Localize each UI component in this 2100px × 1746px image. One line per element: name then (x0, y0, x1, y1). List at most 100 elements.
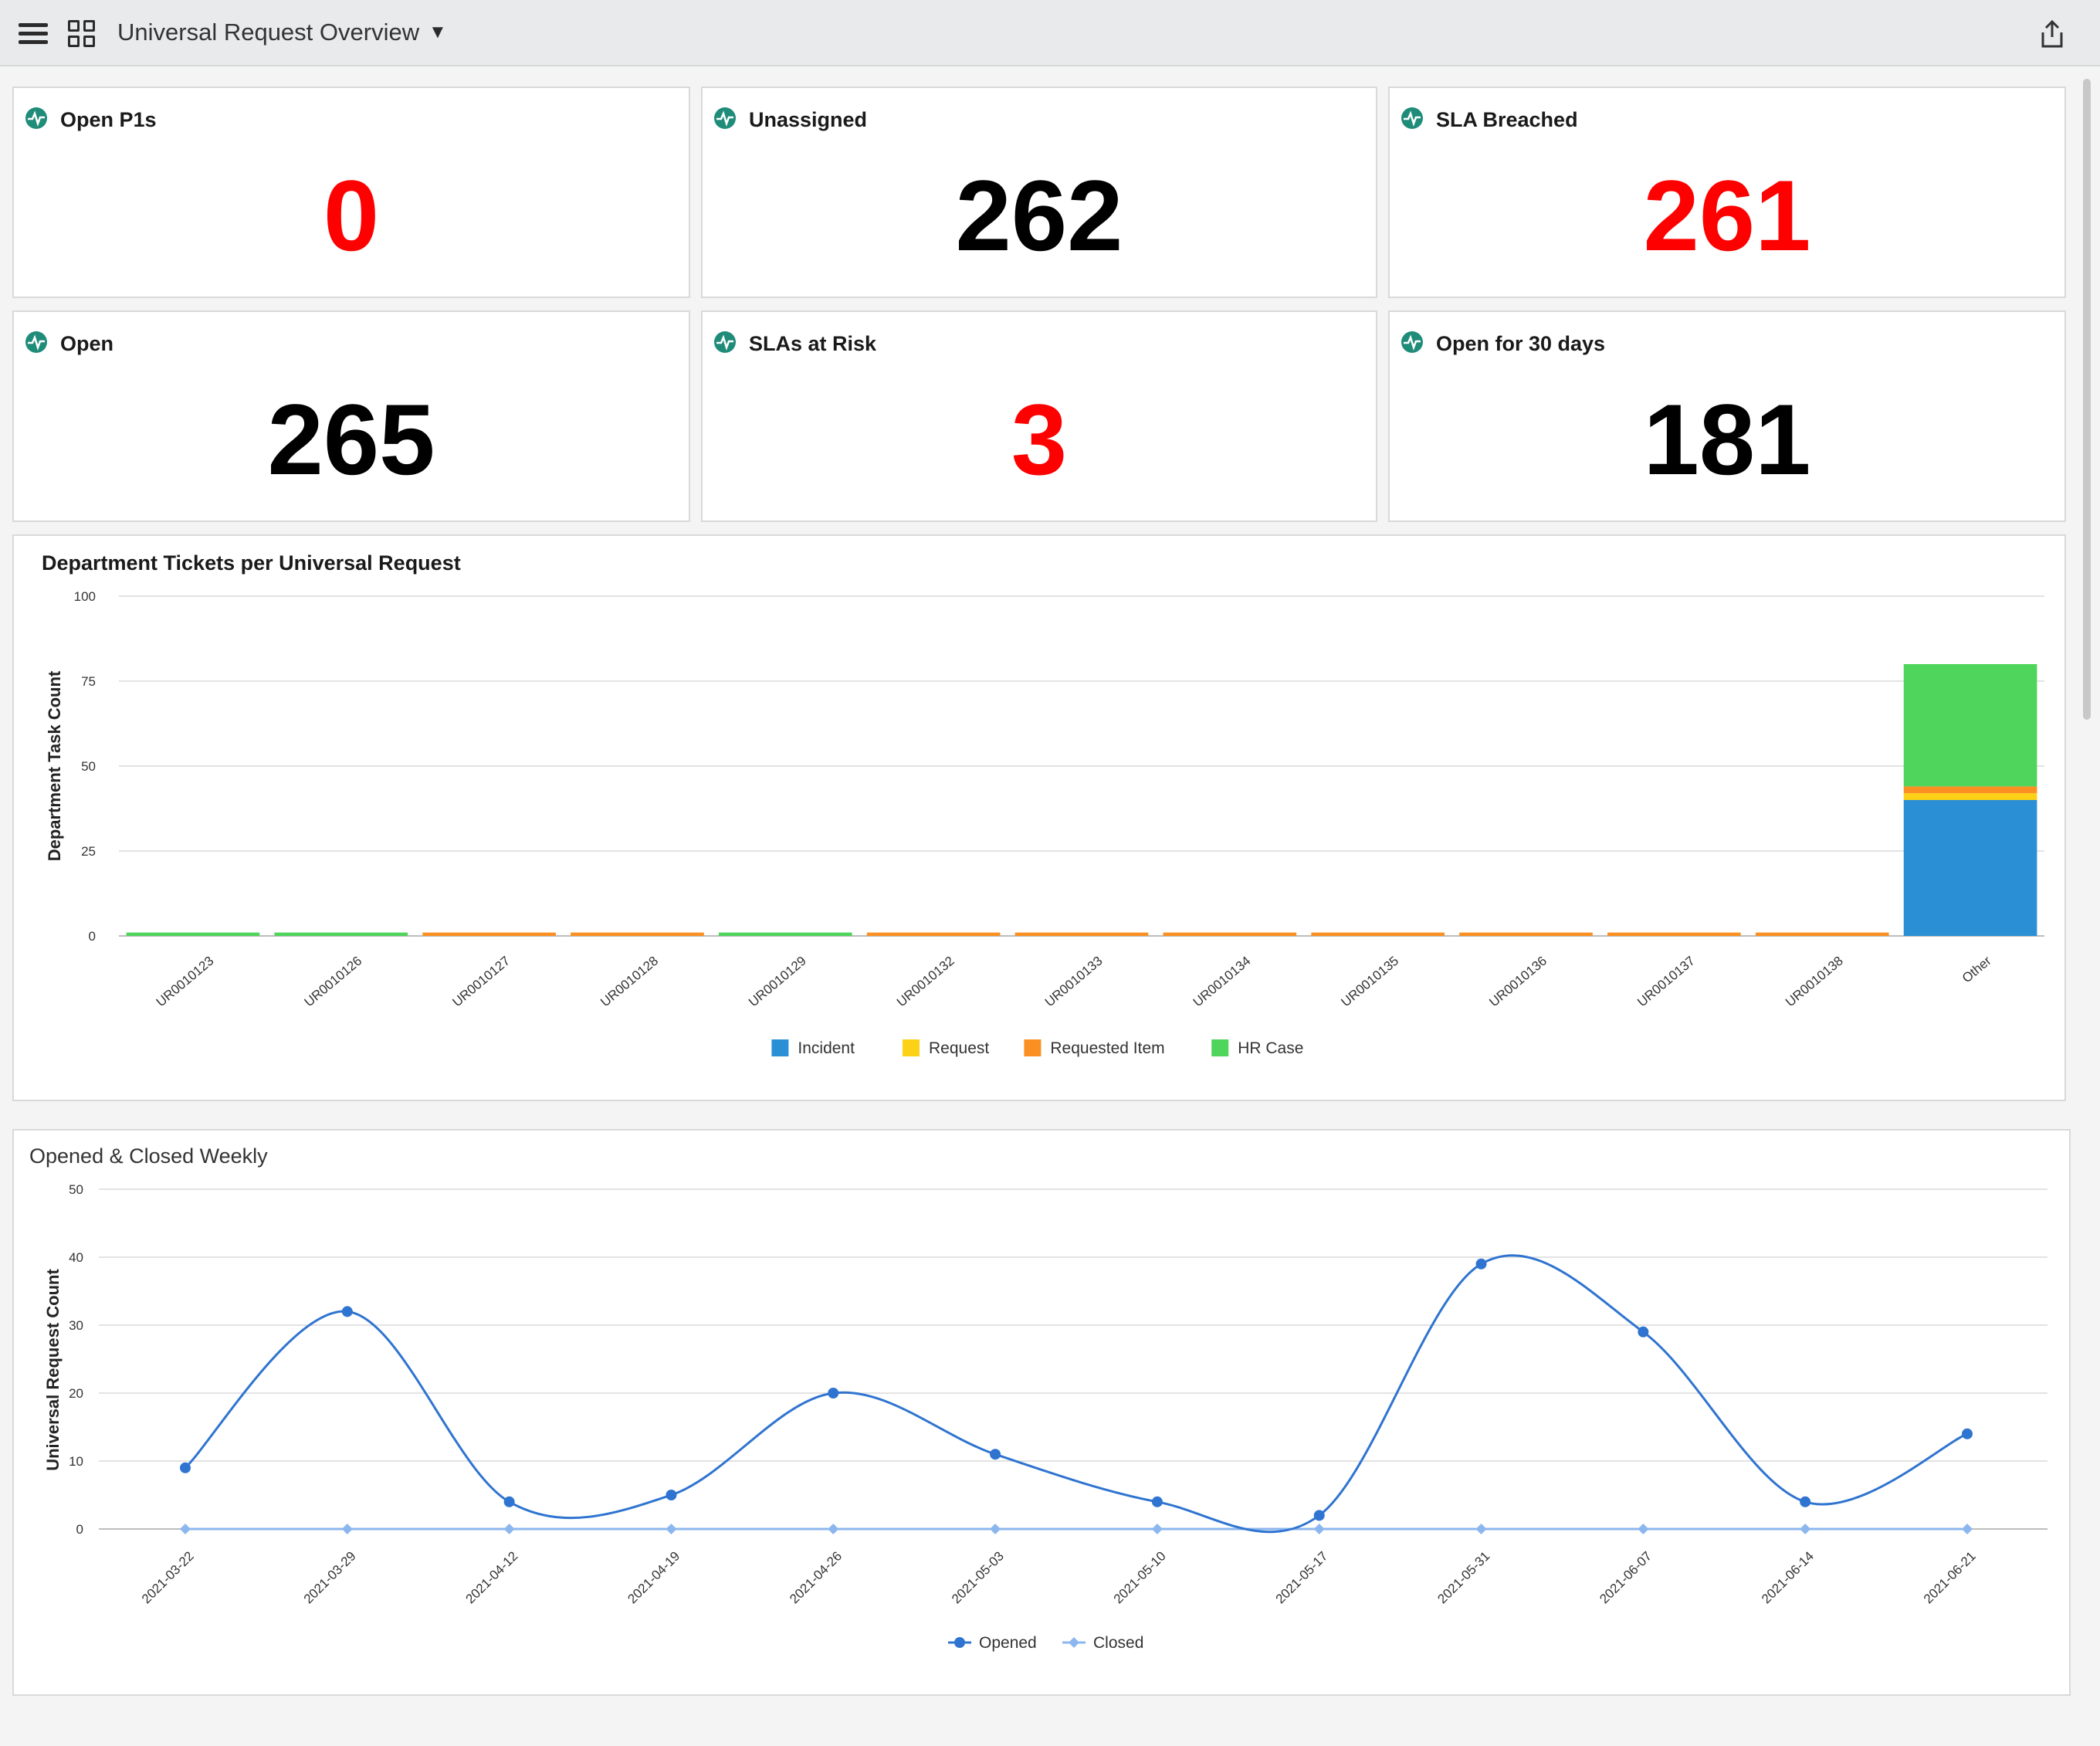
bar-chart-y-axis-label: Department Task Count (45, 670, 64, 861)
legend-swatch[interactable] (1211, 1039, 1229, 1056)
score-card-value[interactable]: 181 (1643, 383, 1811, 496)
bar-segment[interactable] (1903, 786, 2037, 794)
top-bar: Universal Request Overview ▼ (0, 0, 2100, 66)
share-icon[interactable] (2038, 19, 2066, 49)
opened-data-point[interactable] (1151, 1496, 1163, 1507)
bar-segment[interactable] (866, 932, 1001, 936)
bar-segment[interactable] (1607, 932, 1741, 936)
line-chart-x-tick-label: 2021-05-03 (949, 1548, 1007, 1606)
line-chart-panel: Opened & Closed Weekly Universal Request… (12, 1129, 2071, 1696)
line-chart-title: Opened & Closed Weekly (29, 1144, 268, 1168)
opened-data-point[interactable] (1475, 1258, 1487, 1270)
legend-swatch[interactable] (771, 1039, 789, 1056)
opened-data-point[interactable] (828, 1388, 839, 1398)
score-card-open-30-days[interactable]: Open for 30 days 181 (1388, 310, 2066, 522)
score-card-value[interactable]: 262 (955, 159, 1123, 272)
bar-chart-x-tick-label: UR0010137 (1634, 954, 1698, 1010)
legend-label[interactable]: Opened (979, 1634, 1037, 1652)
bar-segment[interactable] (1014, 932, 1149, 936)
bar-segment[interactable] (718, 932, 852, 936)
score-card-open-p1s[interactable]: Open P1s 0 (12, 86, 690, 298)
dashboard-title[interactable]: Universal Request Overview (117, 19, 420, 46)
bar-chart-x-tick-label: UR0010136 (1486, 954, 1550, 1010)
bar-segment[interactable] (1755, 932, 1889, 936)
line-chart-y-tick-label: 0 (76, 1522, 83, 1537)
score-card-value[interactable]: 261 (1643, 159, 1811, 272)
opened-series-line[interactable] (184, 1254, 1968, 1534)
closed-data-point[interactable] (341, 1524, 353, 1534)
bar-segment[interactable] (571, 932, 704, 936)
legend-label[interactable]: HR Case (1238, 1039, 1303, 1057)
legend-label[interactable]: Closed (1093, 1634, 1143, 1652)
hamburger-menu-icon[interactable] (19, 23, 48, 45)
line-chart-x-tick-label: 2021-06-21 (1921, 1548, 1979, 1606)
closed-data-point[interactable] (1638, 1524, 1649, 1534)
bar-segment[interactable] (1459, 932, 1593, 936)
legend-label[interactable]: Requested Item (1050, 1039, 1164, 1057)
closed-data-point[interactable] (1475, 1524, 1487, 1534)
bar-chart-x-tick-label: UR0010127 (449, 954, 513, 1010)
opened-data-point[interactable] (180, 1462, 191, 1473)
legend-label[interactable]: Incident (798, 1039, 855, 1057)
closed-data-point[interactable] (1151, 1524, 1163, 1534)
opened-data-point[interactable] (666, 1490, 677, 1500)
legend-label[interactable]: Request (929, 1039, 989, 1057)
score-card-unassigned[interactable]: Unassigned 262 (701, 86, 1377, 298)
legend-marker[interactable] (954, 1637, 965, 1648)
bar-chart-x-tick-label: Other (1959, 953, 1994, 985)
scrollbar-thumb[interactable] (2083, 79, 2091, 720)
bar-chart: Department Task Count 0 25 50 75 100 UR001012… (45, 589, 2044, 1057)
bar-segment[interactable] (1903, 664, 2037, 787)
bar-segment[interactable] (1163, 932, 1297, 936)
bar-segment[interactable] (1311, 932, 1445, 936)
legend-swatch[interactable] (1024, 1039, 1042, 1056)
score-card-sla-breached[interactable]: SLA Breached 261 (1388, 86, 2066, 298)
pulse-icon (25, 107, 47, 129)
bar-segment[interactable] (422, 932, 556, 936)
closed-data-point[interactable] (180, 1524, 191, 1534)
line-chart-y-axis-label: Universal Request Count (43, 1269, 63, 1471)
line-chart-x-tick-label: 2021-06-07 (1597, 1548, 1655, 1606)
score-card-value[interactable]: 3 (1011, 383, 1068, 496)
bar-segment[interactable] (126, 932, 260, 936)
line-chart-x-tick-label: 2021-03-29 (301, 1548, 359, 1606)
score-card-value[interactable]: 265 (267, 383, 435, 496)
opened-data-point[interactable] (341, 1306, 353, 1317)
bar-segment[interactable] (274, 932, 408, 936)
line-chart-x-tick-label: 2021-04-19 (625, 1548, 682, 1606)
line-chart-y-tick-label: 50 (69, 1182, 83, 1197)
pulse-icon (1401, 331, 1423, 353)
dashboard-grid-icon[interactable] (68, 20, 97, 49)
score-card-label: SLA Breached (1436, 108, 1578, 131)
bar-segment[interactable] (1903, 793, 2037, 800)
bar-chart-x-tick-label: UR0010133 (1042, 954, 1106, 1010)
opened-data-point[interactable] (1313, 1510, 1325, 1521)
legend-swatch[interactable] (903, 1039, 920, 1056)
pulse-icon (1401, 107, 1423, 129)
line-chart-y-tick-label: 20 (69, 1386, 83, 1401)
closed-data-point[interactable] (1800, 1524, 1811, 1534)
opened-data-point[interactable] (1638, 1326, 1649, 1337)
opened-data-point[interactable] (503, 1496, 515, 1507)
pulse-icon (714, 331, 736, 353)
pulse-icon (25, 331, 47, 353)
opened-data-point[interactable] (1800, 1496, 1811, 1507)
closed-data-point[interactable] (990, 1524, 1001, 1534)
closed-data-point[interactable] (503, 1524, 515, 1534)
score-card-label: Open (60, 332, 114, 355)
closed-data-point[interactable] (1313, 1524, 1325, 1534)
score-card-value[interactable]: 0 (323, 159, 380, 272)
bar-segment[interactable] (1903, 800, 2037, 936)
opened-data-point[interactable] (990, 1449, 1001, 1460)
closed-data-point[interactable] (666, 1524, 677, 1534)
score-card-slas-at-risk[interactable]: SLAs at Risk 3 (701, 310, 1377, 522)
bar-chart-x-tick-label: UR0010123 (154, 954, 217, 1010)
opened-data-point[interactable] (1962, 1428, 1973, 1439)
closed-data-point[interactable] (1962, 1524, 1973, 1534)
bar-chart-x-tick-label: UR0010135 (1339, 954, 1402, 1010)
score-card-open[interactable]: Open 265 (12, 310, 690, 522)
line-chart-x-tick-label: 2021-05-31 (1434, 1548, 1492, 1606)
legend-marker[interactable] (1069, 1637, 1079, 1648)
closed-data-point[interactable] (828, 1524, 839, 1534)
dashboard-dropdown-icon[interactable]: ▼ (428, 22, 447, 42)
